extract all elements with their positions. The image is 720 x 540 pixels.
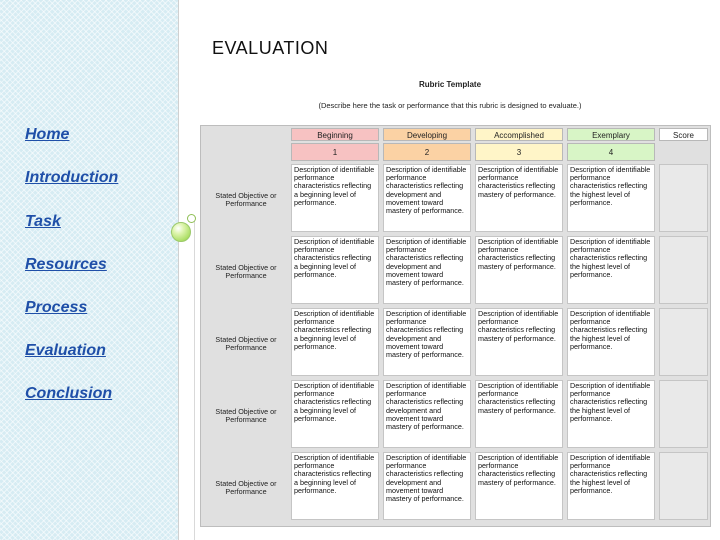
rubric-description-cell: Description of identifiable performance … bbox=[383, 380, 471, 448]
rubric-score-cell[interactable] bbox=[659, 308, 708, 376]
divider-line-secondary bbox=[194, 220, 195, 540]
rubric-description-cell: Description of identifiable performance … bbox=[567, 236, 655, 304]
nav-link-evaluation[interactable]: Evaluation bbox=[25, 342, 106, 359]
rubric-score-cell[interactable] bbox=[659, 164, 708, 232]
decorative-small-circle-icon bbox=[187, 214, 196, 223]
rubric-level-number: 2 bbox=[383, 143, 471, 161]
rubric-table: Beginning Developing Accomplished Exemplary… bbox=[200, 125, 711, 527]
rubric-level-number: 1 bbox=[291, 143, 379, 161]
rubric-description-cell: Description of identifiable performance … bbox=[383, 452, 471, 520]
nav-link-resources[interactable]: Resources bbox=[25, 256, 107, 273]
rubric-description-cell: Description of identifiable performance … bbox=[475, 452, 563, 520]
rubric-score-cell[interactable] bbox=[659, 452, 708, 520]
rubric-description-cell: Description of identifiable performance … bbox=[383, 164, 471, 232]
rubric-header: Exemplary bbox=[567, 128, 655, 141]
rubric-description-cell: Description of identifiable performance … bbox=[567, 164, 655, 232]
nav-link-task[interactable]: Task bbox=[25, 213, 61, 230]
rubric-description-cell: Description of identifiable performance … bbox=[383, 308, 471, 376]
rubric-description-cell: Description of identifiable performance … bbox=[567, 308, 655, 376]
rubric-description-cell: Description of identifiable performance … bbox=[291, 452, 379, 520]
rubric-description-cell: Description of identifiable performance … bbox=[475, 380, 563, 448]
nav-link-process[interactable]: Process bbox=[25, 299, 88, 316]
rubric-row-label: Stated Objective or Performance bbox=[215, 479, 277, 496]
rubric-subtitle: (Describe here the task or performance t… bbox=[318, 101, 582, 110]
decorative-green-circle-icon bbox=[171, 222, 191, 242]
nav-link-introduction[interactable]: Introduction bbox=[25, 169, 119, 186]
rubric-row-label: Stated Objective or Performance bbox=[215, 263, 277, 280]
divider-line bbox=[178, 0, 179, 540]
rubric-header: Accomplished bbox=[475, 128, 563, 141]
rubric-description-cell: Description of identifiable performance … bbox=[291, 380, 379, 448]
rubric-description-cell: Description of identifiable performance … bbox=[475, 308, 563, 376]
rubric-level-number: 4 bbox=[567, 143, 655, 161]
rubric-description-cell: Description of identifiable performance … bbox=[291, 308, 379, 376]
rubric-score-cell[interactable] bbox=[659, 380, 708, 448]
rubric-row-label: Stated Objective or Performance bbox=[215, 335, 277, 352]
rubric-header: Developing bbox=[383, 128, 471, 141]
rubric-description-cell: Description of identifiable performance … bbox=[291, 236, 379, 304]
rubric-description-cell: Description of identifiable performance … bbox=[475, 164, 563, 232]
rubric-description-cell: Description of identifiable performance … bbox=[291, 164, 379, 232]
rubric-title: Rubric Template bbox=[418, 80, 482, 89]
rubric-score-cell[interactable] bbox=[659, 236, 708, 304]
rubric-row-label: Stated Objective or Performance bbox=[215, 407, 277, 424]
rubric-description-cell: Description of identifiable performance … bbox=[567, 452, 655, 520]
nav-link-home[interactable]: Home bbox=[25, 126, 70, 143]
sidebar: Home Introduction Task Resources Process… bbox=[0, 0, 179, 540]
rubric-description-cell: Description of identifiable performance … bbox=[567, 380, 655, 448]
nav-link-conclusion[interactable]: Conclusion bbox=[25, 385, 113, 402]
page-title: EVALUATION bbox=[212, 38, 329, 58]
rubric-header: Beginning bbox=[291, 128, 379, 141]
rubric-row-label: Stated Objective or Performance bbox=[215, 191, 277, 208]
rubric-description-cell: Description of identifiable performance … bbox=[475, 236, 563, 304]
rubric-description-cell: Description of identifiable performance … bbox=[383, 236, 471, 304]
rubric-level-number: 3 bbox=[475, 143, 563, 161]
rubric-header: Score bbox=[659, 128, 708, 141]
